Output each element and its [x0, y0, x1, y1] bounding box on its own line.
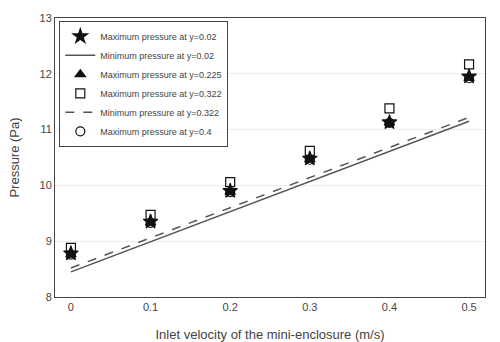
svg-text:0.3: 0.3: [302, 301, 317, 313]
svg-text:0: 0: [68, 301, 74, 313]
svg-text:Pressure (Pa): Pressure (Pa): [7, 117, 22, 197]
svg-text:Minimum pressure at y=0.322: Minimum pressure at y=0.322: [100, 108, 219, 118]
svg-text:Inlet velocity of the mini-enc: Inlet velocity of the mini-enclosure (m/…: [155, 327, 384, 342]
svg-text:12: 12: [40, 68, 52, 80]
svg-text:10: 10: [40, 179, 52, 191]
svg-text:Maximum pressure at y=0.02: Maximum pressure at y=0.02: [100, 32, 216, 42]
svg-text:11: 11: [40, 123, 51, 135]
svg-text:8: 8: [46, 291, 52, 303]
svg-text:Minimum pressure at y=0.02: Minimum pressure at y=0.02: [100, 51, 214, 61]
svg-text:Maximum pressure at y=0.4: Maximum pressure at y=0.4: [100, 127, 211, 137]
svg-text:0.2: 0.2: [223, 301, 238, 313]
svg-text:9: 9: [46, 235, 52, 247]
svg-text:0.5: 0.5: [461, 301, 476, 313]
svg-text:0.1: 0.1: [143, 301, 158, 313]
svg-text:0.4: 0.4: [382, 301, 397, 313]
svg-text:Maximum pressure at y=0.225: Maximum pressure at y=0.225: [100, 70, 221, 80]
svg-text:13: 13: [40, 12, 52, 24]
svg-text:Maximum pressure at y=0.322: Maximum pressure at y=0.322: [100, 89, 221, 99]
